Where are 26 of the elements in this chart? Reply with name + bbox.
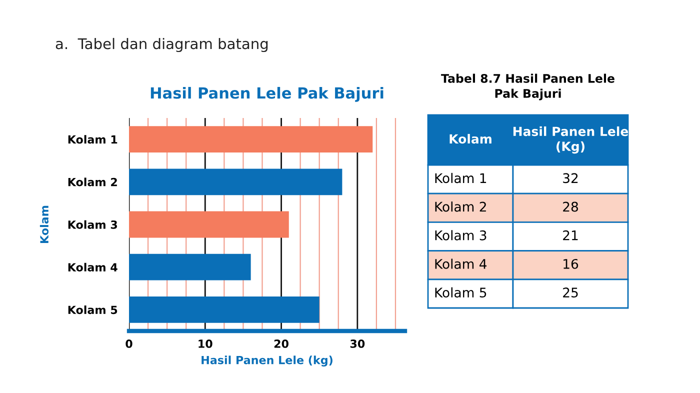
x-axis-title: Hasil Panen Lele (kg)	[202, 356, 332, 366]
text: a. Tabel dan diagram batang	[56, 38, 268, 52]
category-label: Kolam 3	[435, 230, 486, 240]
category-label: Kolam 4	[435, 258, 487, 269]
category-label: Kolam 2	[435, 202, 486, 212]
text: Hasil Panen Lele (Kg)	[513, 126, 628, 154]
data-label: 32	[563, 173, 578, 184]
text: Tabel 8.7 Hasil Panen Lele Pak Bajuri	[441, 74, 614, 100]
y-tick-label: Kolam 3	[68, 220, 118, 229]
y-tick-label: Kolam 2	[68, 178, 117, 186]
category-label: Kolam 1	[435, 172, 486, 184]
data-label: 21	[563, 230, 578, 240]
data-label: 28	[563, 202, 578, 212]
y-tick-label: Kolam 5	[68, 305, 118, 314]
y-tick-label: Kolam 4	[68, 262, 118, 272]
x-tick-label: 20	[274, 340, 288, 348]
chart-title: Hasil Panen Lele Pak Bajuri	[150, 86, 384, 102]
text: Kolam	[450, 134, 492, 144]
category-label: Kolam 5	[435, 287, 486, 298]
data-label: 25	[563, 288, 578, 298]
y-axis-title: Kolam	[40, 206, 49, 243]
x-tick-label: 0	[126, 340, 132, 348]
x-tick-label: 30	[350, 340, 365, 348]
data-label: 16	[564, 258, 578, 269]
x-tick-label: 10	[198, 340, 212, 348]
y-tick-label: Kolam 1	[68, 135, 118, 144]
